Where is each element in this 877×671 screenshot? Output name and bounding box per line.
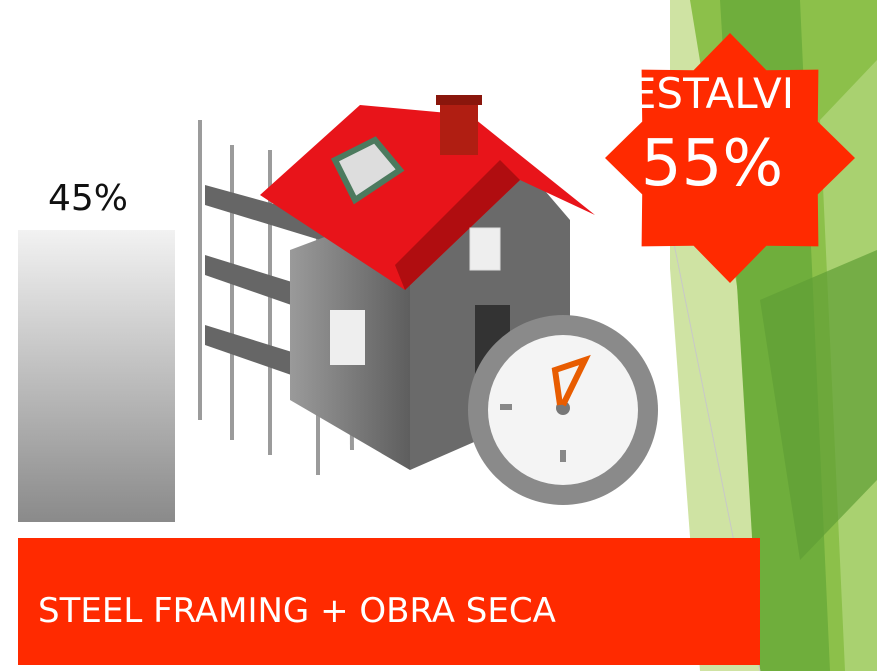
badge-value: 55% (641, 127, 783, 201)
badge-star (605, 33, 855, 283)
bar-label: 45% (48, 178, 128, 219)
banner-text: STEEL FRAMING + OBRA SECA (38, 591, 556, 631)
bar (18, 230, 175, 522)
banner (18, 538, 760, 665)
house-illustration (198, 95, 658, 505)
badge-title: ESTALVI (630, 69, 794, 118)
